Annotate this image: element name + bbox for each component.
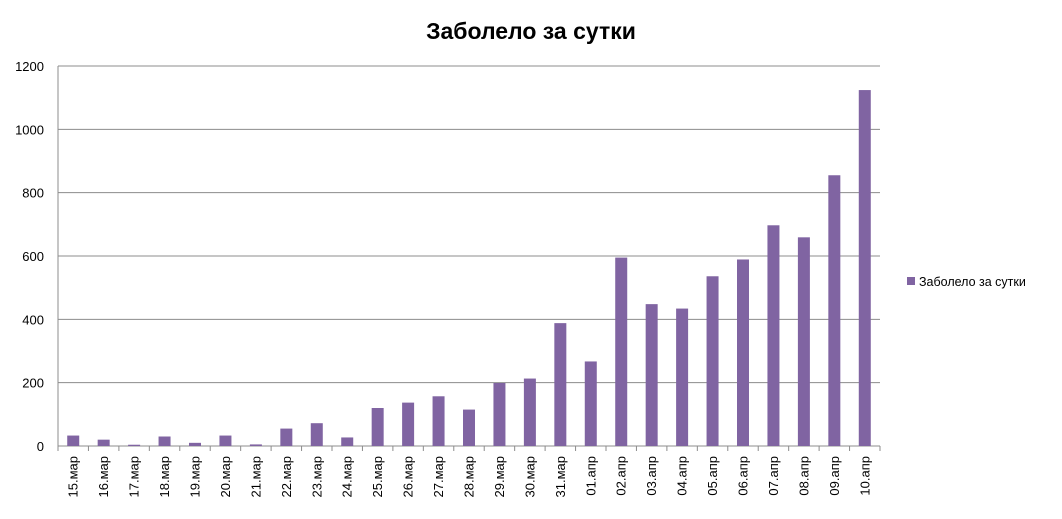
bar <box>676 308 689 446</box>
bar <box>249 444 262 446</box>
bar <box>584 361 597 446</box>
gridlines <box>58 65 880 384</box>
legend-label: Заболело за сутки <box>919 275 1026 289</box>
bar <box>706 276 719 446</box>
y-tick-label: 400 <box>22 312 44 327</box>
x-tick-label: 27.мар <box>431 456 446 497</box>
x-tick-label: 31.мар <box>553 456 568 497</box>
x-tick-label: 17.мар <box>127 456 142 497</box>
x-tick-label: 21.мар <box>248 456 263 497</box>
y-tick-label: 600 <box>22 249 44 264</box>
legend: Заболело за сутки <box>907 275 1026 289</box>
bar <box>615 257 628 446</box>
x-tick-label: 04.апр <box>675 456 690 496</box>
x-tick-label: 30.мар <box>522 456 537 497</box>
bar <box>158 436 171 446</box>
x-tick-label: 03.апр <box>644 456 659 496</box>
bar <box>493 382 506 446</box>
bar <box>432 396 445 446</box>
bar <box>97 439 110 446</box>
bar <box>828 175 841 446</box>
x-tick-label: 16.мар <box>96 456 111 497</box>
y-tick-labels: 0 200 400 600 800 1000 1200 <box>15 59 44 454</box>
bar <box>767 225 780 446</box>
x-tick-labels: 15.мар 16.мар 17.мар 18.мар 19.мар 20.мар 21.м… <box>66 456 873 497</box>
axes <box>57 66 881 451</box>
x-tick-label: 25.мар <box>370 456 385 497</box>
x-tick-label: 20.мар <box>218 456 233 497</box>
x-tick-label: 06.апр <box>736 456 751 496</box>
bar <box>67 435 80 446</box>
bars <box>67 90 871 447</box>
x-tick-label: 29.мар <box>492 456 507 497</box>
x-tick-label: 19.мар <box>188 456 203 497</box>
x-tick-label: 07.апр <box>766 456 781 496</box>
bar <box>341 437 354 446</box>
x-tick-label: 09.апр <box>827 456 842 496</box>
x-tick-label: 22.мар <box>279 456 294 497</box>
y-tick-label: 1000 <box>15 122 44 137</box>
legend-swatch <box>907 277 915 285</box>
bar <box>189 442 201 446</box>
bar <box>554 323 567 446</box>
y-tick-label: 1200 <box>15 59 44 74</box>
x-tick-label: 18.мар <box>157 456 172 497</box>
x-tick-label: 28.мар <box>462 456 477 497</box>
bar <box>463 409 475 446</box>
x-tick-label: 15.мар <box>66 456 81 497</box>
bar <box>523 378 536 446</box>
bar <box>797 237 810 446</box>
x-tick-label: 23.мар <box>309 456 324 497</box>
bar <box>737 259 749 446</box>
x-tick-label: 26.мар <box>401 456 416 497</box>
x-tick-label: 10.апр <box>857 456 872 496</box>
bar <box>128 444 141 446</box>
bar <box>402 402 415 446</box>
y-tick-label: 0 <box>37 439 44 454</box>
bar <box>645 304 658 446</box>
bar <box>280 428 293 446</box>
chart-title: Заболело за сутки <box>426 18 636 44</box>
bar <box>371 408 384 446</box>
y-tick-label: 800 <box>22 186 44 201</box>
x-tick-label: 01.апр <box>583 456 598 496</box>
x-tick-label: 05.апр <box>705 456 720 496</box>
bar <box>219 435 232 446</box>
x-tick-label: 08.апр <box>796 456 811 496</box>
x-tick-label: 02.апр <box>614 456 629 496</box>
y-tick-label: 200 <box>22 376 44 391</box>
bar <box>310 423 323 446</box>
x-tick-label: 24.мар <box>340 456 355 497</box>
bar <box>858 90 871 447</box>
